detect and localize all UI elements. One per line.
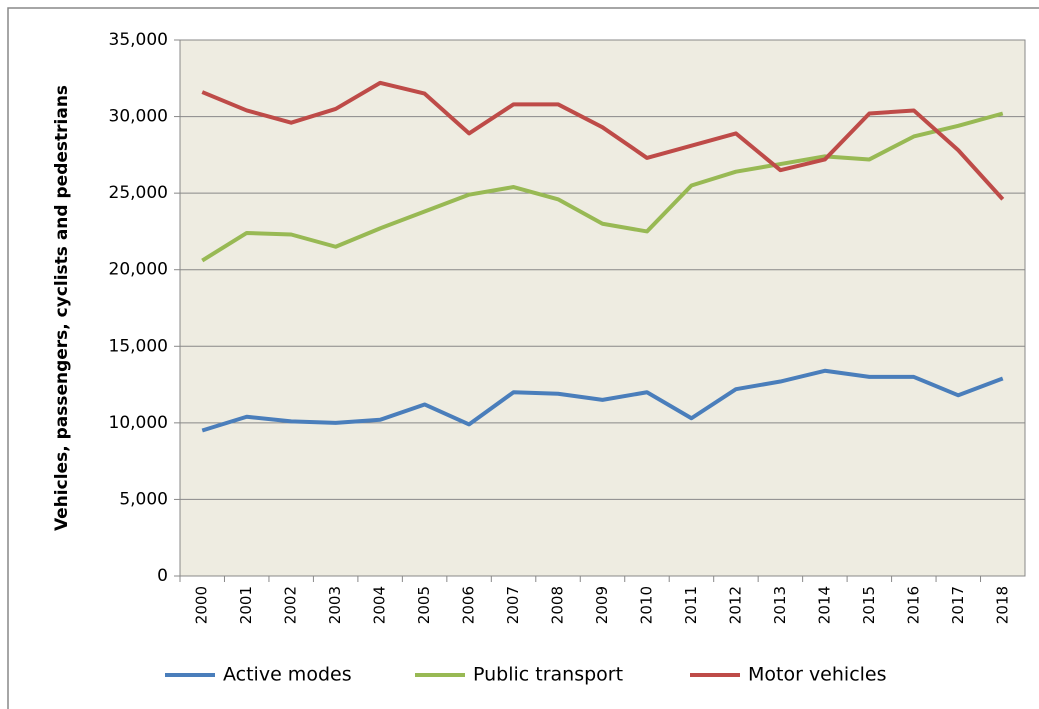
x-tick-label: 2005 [415, 586, 433, 624]
y-tick-label: 25,000 [109, 183, 168, 203]
x-tick-label: 2008 [549, 586, 567, 624]
y-tick-label: 30,000 [109, 107, 168, 127]
y-tick-label: 10,000 [109, 413, 168, 433]
x-tick-label: 2015 [860, 586, 878, 624]
x-tick-label: 2001 [237, 586, 255, 624]
x-tick-label: 2002 [282, 586, 300, 624]
x-tick-label: 2014 [815, 586, 833, 624]
line-series [201, 368, 1004, 433]
x-tick-label: 2006 [460, 586, 478, 624]
x-tick-label: 2011 [682, 586, 700, 624]
x-tick-label: 2013 [771, 586, 789, 624]
y-tick-label: 20,000 [109, 260, 168, 280]
y-axis-label: Vehicles, passengers, cyclists and pedes… [52, 85, 72, 531]
legend-label: Public transport [473, 664, 623, 686]
x-tick-label: 2009 [593, 586, 611, 624]
x-tick-label: 2018 [993, 586, 1011, 624]
y-tick-label: 35,000 [109, 30, 168, 50]
legend-label: Active modes [223, 664, 352, 686]
x-tick-label: 2000 [193, 586, 211, 624]
x-tick-label: 2010 [637, 586, 655, 624]
x-tick-label: 2016 [904, 586, 922, 624]
x-tick-label: 2012 [726, 586, 744, 624]
x-tick-label: 2004 [371, 586, 389, 624]
y-tick-label: 5,000 [119, 489, 168, 509]
y-tick-label: 15,000 [109, 336, 168, 356]
line-series [201, 80, 1005, 201]
plot-area [179, 39, 1026, 577]
line-series [201, 111, 1004, 263]
legend-label: Motor vehicles [748, 664, 887, 686]
y-tick-label: 0 [157, 566, 168, 586]
x-tick-label: 2003 [326, 586, 344, 624]
x-tick-label: 2007 [504, 586, 522, 624]
x-tick-label: 2017 [949, 586, 967, 624]
